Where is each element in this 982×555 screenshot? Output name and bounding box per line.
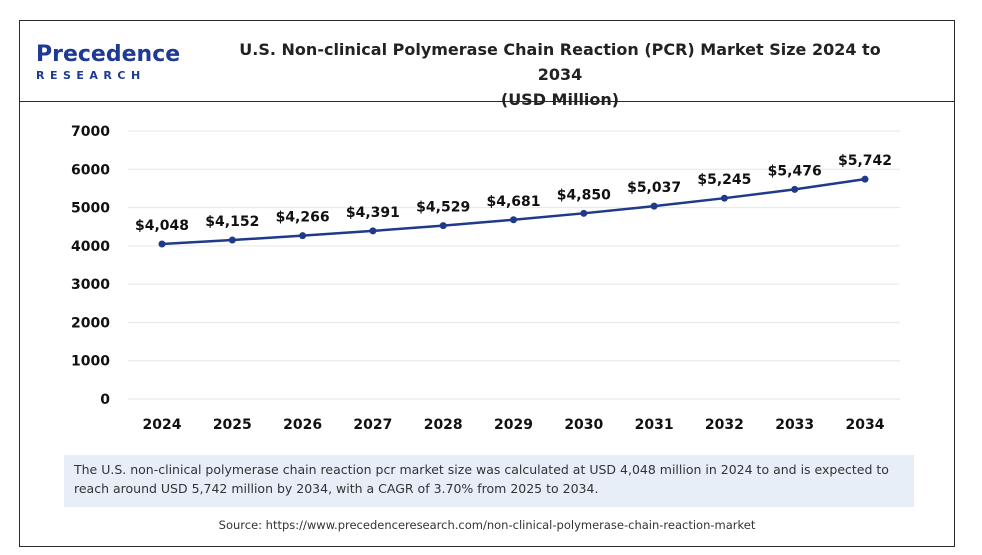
data-label: $5,742 xyxy=(838,153,892,169)
data-point xyxy=(510,216,517,224)
y-tick-label: 3000 xyxy=(71,277,110,293)
series-line xyxy=(161,177,866,246)
grid-lines xyxy=(128,130,900,400)
data-point xyxy=(228,236,236,244)
chart-title: U.S. Non-clinical Polymerase Chain React… xyxy=(220,37,900,112)
series-usd-million xyxy=(158,175,869,248)
data-point xyxy=(580,209,588,217)
y-tick-label: 7000 xyxy=(71,124,110,140)
data-label: $4,391 xyxy=(346,205,400,221)
chart-title-line-1: U.S. Non-clinical Polymerase Chain React… xyxy=(239,40,881,84)
x-tick-label: 2026 xyxy=(283,417,322,433)
data-labels: $4,048 $4,152 $4,266 $4,391 $4,529 $4,681 $4,8… xyxy=(135,153,892,234)
summary-note: The U.S. non-clinical polymerase chain r… xyxy=(64,455,914,507)
data-label: $5,245 xyxy=(697,172,751,188)
x-tick-label: 2028 xyxy=(424,417,463,433)
y-axis-ticks: 0 1000 2000 3000 4000 5000 6000 7000 xyxy=(71,124,110,408)
data-point xyxy=(861,175,869,183)
data-label: $4,529 xyxy=(416,200,470,216)
x-tick-label: 2029 xyxy=(494,417,533,433)
x-tick-label: 2032 xyxy=(705,417,744,433)
y-tick-label: 5000 xyxy=(71,201,110,217)
brand-logo: Precedence RESEARCH xyxy=(36,43,186,93)
data-label: $4,681 xyxy=(486,194,540,210)
y-tick-label: 1000 xyxy=(71,354,110,370)
chart-frame: Precedence RESEARCH U.S. Non-clinical Po… xyxy=(19,20,955,547)
data-point xyxy=(650,202,658,210)
data-point xyxy=(720,194,728,202)
y-tick-label: 0 xyxy=(100,392,110,408)
x-tick-label: 2027 xyxy=(353,417,392,433)
data-point xyxy=(369,227,377,235)
data-label: $4,152 xyxy=(205,214,259,230)
data-point xyxy=(439,222,447,230)
x-tick-label: 2025 xyxy=(213,417,252,433)
source-citation: Source: https://www.precedenceresearch.c… xyxy=(218,518,756,532)
x-tick-label: 2034 xyxy=(846,417,885,433)
logo-subtitle: RESEARCH xyxy=(36,69,146,82)
data-label: $5,476 xyxy=(768,163,822,179)
chart-header: Precedence RESEARCH U.S. Non-clinical Po… xyxy=(20,21,954,109)
x-tick-label: 2030 xyxy=(564,417,603,433)
y-tick-label: 2000 xyxy=(71,315,110,331)
data-label: $5,037 xyxy=(627,180,681,196)
logo-wordmark: Precedence xyxy=(36,42,181,67)
data-point xyxy=(791,185,799,193)
data-point xyxy=(299,232,307,240)
data-label: $4,850 xyxy=(557,187,611,203)
y-tick-label: 4000 xyxy=(71,239,110,255)
y-tick-label: 6000 xyxy=(71,162,110,178)
x-axis-ticks: 2024 2025 2026 2027 2028 2029 2030 2031 2032 2033… xyxy=(143,417,885,433)
chart-title-line-2: (USD Million) xyxy=(500,90,620,109)
x-tick-label: 2024 xyxy=(143,417,182,433)
data-label: $4,266 xyxy=(276,210,330,226)
data-label: $4,048 xyxy=(135,218,189,234)
x-tick-label: 2033 xyxy=(775,417,814,433)
x-tick-label: 2031 xyxy=(635,417,674,433)
data-point xyxy=(158,240,166,248)
